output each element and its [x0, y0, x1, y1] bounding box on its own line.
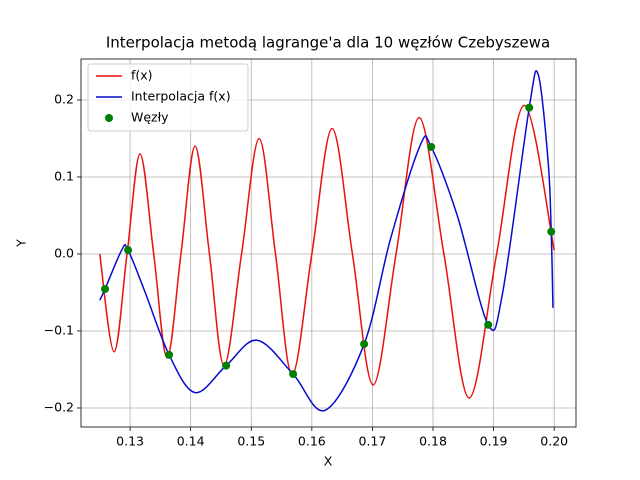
legend-label: Interpolacja f(x) — [131, 89, 231, 104]
x-tick-label: 0.17 — [359, 434, 387, 449]
node-point — [165, 350, 174, 359]
node-point — [360, 340, 369, 349]
y-axis-label: Y — [14, 239, 29, 248]
x-axis-label: X — [324, 454, 333, 469]
node-point — [484, 320, 493, 329]
y-tick-label: −0.2 — [44, 399, 74, 414]
line-series — [99, 70, 554, 412]
chart-title: Interpolacja metodą lagrange'a dla 10 wę… — [106, 34, 550, 52]
node-point — [525, 103, 534, 112]
legend-box — [87, 63, 249, 132]
node-point — [547, 227, 556, 236]
grid: 0.13 0.14 0.15 0.16 0.17 0.18 0.19 0.20 −0.2 −0.1… — [44, 59, 576, 449]
x-tick-label: 0.20 — [540, 434, 568, 449]
node-point — [427, 142, 436, 151]
node-point — [222, 361, 231, 370]
legend: f(x) Interpolacja f(x) Węzły — [87, 63, 249, 132]
y-tick-label: 0.2 — [54, 91, 74, 106]
x-tick-label: 0.15 — [237, 434, 265, 449]
legend-label: Węzły — [131, 110, 169, 125]
y-tick-label: 0.0 — [54, 245, 74, 260]
node-point — [101, 285, 110, 294]
axes-frame — [80, 58, 577, 428]
legend-label: f(x) — [131, 68, 153, 83]
node-point — [289, 370, 298, 379]
line-series — [99, 104, 555, 399]
y-tick-label: −0.1 — [44, 322, 74, 337]
y-tick-label: 0.1 — [54, 168, 74, 183]
x-tick-label: 0.16 — [298, 434, 326, 449]
x-tick-label: 0.18 — [419, 434, 447, 449]
x-tick-label: 0.19 — [480, 434, 508, 449]
legend-marker — [105, 114, 113, 122]
x-tick-label: 0.14 — [177, 434, 205, 449]
node-point — [124, 246, 133, 255]
plot-area — [99, 70, 556, 412]
x-tick-label: 0.13 — [116, 434, 144, 449]
